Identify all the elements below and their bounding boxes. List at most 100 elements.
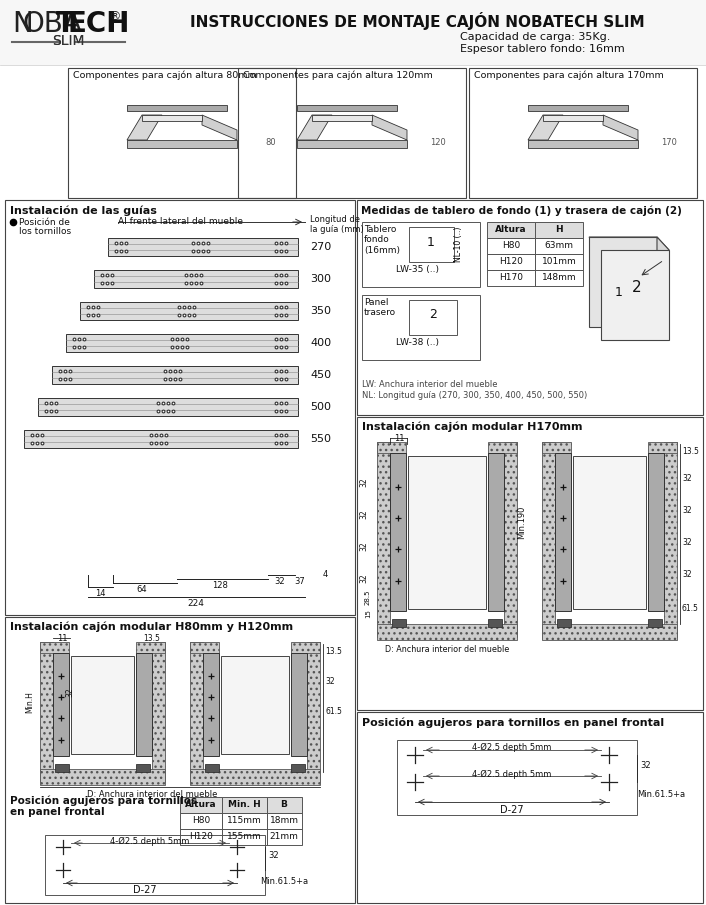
Text: Instalación de las guías: Instalación de las guías	[10, 205, 157, 215]
Bar	[469, 68, 697, 198]
Text: 32: 32	[682, 570, 692, 579]
Text: 550: 550	[310, 434, 331, 444]
Bar	[40, 642, 69, 653]
Text: 4: 4	[323, 570, 328, 579]
Bar	[542, 624, 677, 640]
Text: 32: 32	[268, 851, 279, 860]
Text: 4-Ø2.5 depth 5mm: 4-Ø2.5 depth 5mm	[472, 743, 551, 752]
Bar	[542, 442, 555, 637]
Bar	[557, 619, 571, 627]
Bar	[222, 829, 267, 845]
Text: 101mm: 101mm	[542, 257, 576, 266]
Text: 400: 400	[310, 338, 331, 348]
Bar	[409, 300, 457, 335]
Bar	[5, 200, 355, 615]
Text: 1: 1	[615, 285, 623, 299]
Polygon shape	[603, 115, 638, 140]
Bar	[377, 442, 406, 453]
Text: ECH: ECH	[67, 10, 129, 38]
Text: OBA: OBA	[23, 10, 83, 38]
Bar	[297, 140, 407, 148]
Bar	[221, 656, 289, 754]
Text: Altura: Altura	[495, 225, 527, 234]
Bar	[535, 238, 583, 254]
Text: 2: 2	[429, 309, 437, 321]
Text: Al frente lateral del mueble: Al frente lateral del mueble	[118, 217, 243, 226]
Bar	[357, 200, 703, 415]
Text: 128: 128	[212, 581, 228, 590]
Text: 115mm: 115mm	[227, 816, 261, 825]
Bar	[66, 334, 298, 352]
Text: Tablero
fondo
(16mm): Tablero fondo (16mm)	[364, 225, 400, 255]
Bar	[180, 829, 222, 845]
Text: 300: 300	[310, 274, 331, 284]
Text: Instalación cajón modular H80mm y H120mm: Instalación cajón modular H80mm y H120mm	[10, 622, 293, 633]
Text: 11: 11	[394, 434, 405, 443]
Bar	[136, 653, 152, 756]
Text: Min.61.5+a: Min.61.5+a	[637, 790, 685, 799]
Text: Instalación cajón modular H170mm: Instalación cajón modular H170mm	[362, 422, 582, 433]
Bar	[108, 238, 298, 256]
Text: ®: ®	[108, 10, 121, 23]
Bar	[528, 140, 638, 148]
Bar	[267, 797, 302, 813]
Text: NL: Longitud guía (270, 300, 350, 400, 450, 500, 550): NL: Longitud guía (270, 300, 350, 400, 4…	[362, 391, 587, 400]
Text: 32: 32	[359, 541, 368, 551]
Bar	[377, 624, 517, 640]
Text: 64: 64	[137, 585, 148, 594]
Bar	[127, 105, 227, 111]
Bar	[136, 764, 150, 772]
Bar	[152, 642, 165, 782]
Text: los tornillos: los tornillos	[19, 227, 71, 236]
Bar	[487, 270, 535, 286]
Bar	[53, 653, 69, 756]
Text: Posición de: Posición de	[19, 218, 70, 227]
Bar	[362, 295, 480, 360]
Text: 155mm: 155mm	[227, 832, 261, 841]
Text: 13.5: 13.5	[325, 647, 342, 656]
Text: Panel
trasero: Panel trasero	[364, 298, 396, 318]
Bar	[267, 813, 302, 829]
Bar	[555, 453, 571, 611]
Text: Longitud de
la guía (mm): Longitud de la guía (mm)	[310, 215, 364, 234]
Bar	[5, 617, 355, 903]
Bar	[573, 456, 646, 609]
Text: Altura: Altura	[185, 800, 217, 809]
Bar	[307, 642, 320, 782]
Bar	[397, 740, 637, 815]
Polygon shape	[142, 115, 202, 121]
Text: 61.5: 61.5	[682, 604, 699, 613]
Text: 170: 170	[661, 138, 677, 147]
Bar	[487, 238, 535, 254]
Polygon shape	[372, 115, 407, 140]
Text: N: N	[12, 10, 32, 38]
Bar	[267, 829, 302, 845]
Bar	[390, 453, 406, 611]
Bar	[68, 68, 296, 198]
Polygon shape	[589, 237, 669, 250]
Bar	[238, 68, 466, 198]
Text: 148mm: 148mm	[542, 273, 576, 282]
Text: 32: 32	[359, 477, 368, 487]
Bar	[357, 712, 703, 903]
Text: H120: H120	[499, 257, 523, 266]
Bar	[377, 442, 390, 637]
Bar	[190, 769, 320, 785]
Polygon shape	[543, 115, 603, 121]
Bar	[487, 254, 535, 270]
Text: SLIM: SLIM	[52, 34, 84, 48]
Bar	[0, 0, 706, 65]
Text: 28.5: 28.5	[365, 589, 371, 605]
Bar	[203, 653, 219, 756]
Text: LW-35 (..): LW-35 (..)	[395, 265, 438, 274]
Polygon shape	[601, 250, 669, 340]
Bar	[127, 140, 237, 148]
Text: 32: 32	[359, 573, 368, 583]
Text: D-27: D-27	[133, 885, 157, 895]
Bar	[205, 764, 219, 772]
Text: 32: 32	[682, 474, 692, 483]
Text: 2: 2	[632, 280, 642, 294]
Text: 4-Ø2.5 depth 5mm: 4-Ø2.5 depth 5mm	[472, 770, 551, 779]
Text: 14: 14	[95, 589, 105, 598]
Text: Min.190: Min.190	[517, 506, 527, 539]
